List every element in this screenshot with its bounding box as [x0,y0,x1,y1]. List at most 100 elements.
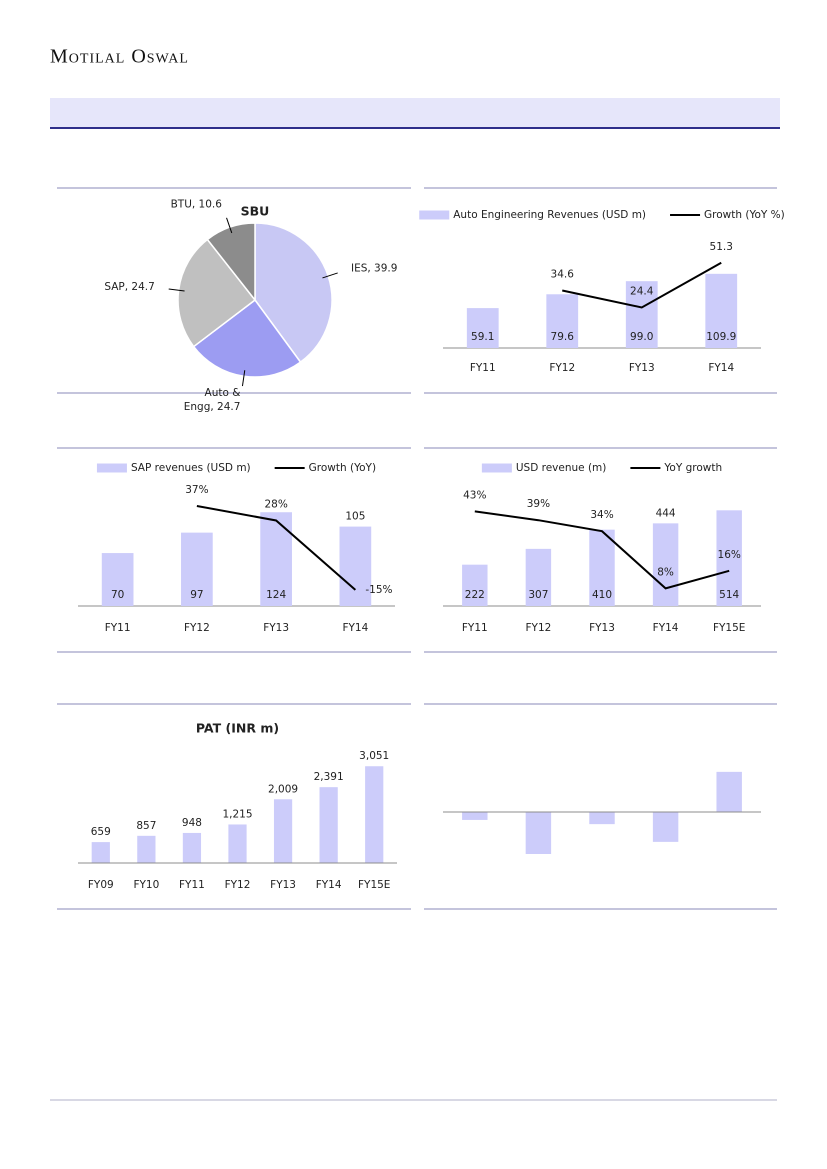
bar [652,523,679,606]
bar-value-label: 97 [190,589,203,601]
bar-value-label: 659 [91,826,111,838]
bar [625,281,658,348]
bar-value-label: 514 [719,589,739,601]
line-value-label: 37% [185,484,208,496]
legend-label: Growth (YoY %) [704,209,785,221]
chart-title: PAT (INR m) [196,721,279,736]
legend-label: Auto Engineering Revenues (USD m) [453,209,646,221]
x-tick-label: FY09 [88,879,114,891]
leader-line [226,217,233,234]
x-tick-label: FY14 [316,879,342,891]
bar-value-label: 105 [345,511,365,523]
bar [716,771,742,812]
brand: Motilal Oswal [50,46,189,68]
x-tick-label: FY13 [589,622,615,634]
line [474,510,730,590]
bar [365,766,384,863]
legend-label: USD revenue (m) [516,462,607,474]
bar-value-label: 222 [465,589,485,601]
bar-value-label: 79.6 [551,331,575,343]
bar [182,832,202,863]
line-value-label: 28% [264,498,287,510]
x-tick-label: FY11 [179,879,205,891]
bar-value-label: 948 [182,817,202,829]
pie-label: Auto & Engg, 24.7 [184,387,241,413]
legend-swatch [96,463,127,473]
bar [228,824,247,863]
bar [137,835,156,863]
bar-value-label: 410 [592,589,612,601]
legend-label: Growth (YoY) [309,462,376,474]
bar [589,529,615,606]
x-tick-label: FY11 [462,622,488,634]
pie-label: SAP, 24.7 [104,281,154,293]
bar [339,526,372,606]
line-value-label: 24.4 [630,285,654,297]
bar [319,787,338,863]
bar-value-label: 1,215 [222,808,252,820]
bar-value-label: 99.0 [630,331,653,343]
bar-value-label: 109.9 [706,331,736,343]
x-tick-label: FY13 [270,879,296,891]
bar [525,812,552,854]
bar [705,273,738,348]
bar-value-label: 444 [656,507,676,519]
line-value-label: 34.6 [551,269,575,281]
x-tick-label: FY14 [342,622,368,634]
bar [181,532,213,606]
x-tick-label: FY12 [225,879,251,891]
x-tick-label: FY12 [184,622,210,634]
line-value-label: 34% [590,509,613,521]
bar [546,294,579,348]
line-value-label: -15% [365,584,392,596]
bar [466,308,499,348]
x-tick-label: FY12 [525,622,551,634]
x-tick-label: FY13 [263,622,289,634]
x-tick-label: FY12 [549,362,575,374]
x-tick-label: FY10 [133,879,159,891]
bar-value-label: 2,391 [314,771,344,783]
bar [462,812,488,820]
pie-label: IES, 39.9 [351,263,397,275]
bar-value-label: 59.1 [471,331,494,343]
bar-value-label: 3,051 [359,750,389,762]
leader-line [168,288,185,292]
bar [652,812,679,842]
leader-line [322,272,338,279]
pie-label: BTU, 10.6 [171,199,223,211]
bar-value-label: 307 [528,589,548,601]
x-tick-label: FY15E [358,879,390,891]
leader-line [241,370,246,387]
bar [260,512,292,606]
line [196,504,357,591]
line-value-label: 51.3 [710,241,733,253]
bar [525,548,552,606]
bar-value-label: 124 [266,589,286,601]
bar [462,564,488,606]
bar-value-label: 2,009 [268,783,298,795]
bar-value-label: 857 [136,820,156,832]
line-value-label: 8% [657,566,674,578]
line [562,261,722,309]
x-tick-label: FY11 [470,362,496,374]
x-tick-label: FY14 [653,622,679,634]
chart-title: SBU [241,204,270,219]
bar [273,799,293,863]
legend-label: SAP revenues (USD m) [131,462,251,474]
bar [589,812,615,825]
bar [101,553,134,606]
legend-label: YoY growth [663,462,722,474]
line-value-label: 16% [718,549,741,561]
bar-value-label: 70 [111,589,124,601]
x-tick-label: FY14 [708,362,734,374]
legend-swatch [481,463,512,473]
legend-swatch [419,210,450,220]
line-value-label: 39% [527,498,550,510]
x-tick-label: FY15E [713,622,745,634]
bar [716,510,742,606]
line-value-label: 43% [463,489,486,501]
bar [91,842,110,863]
x-tick-label: FY13 [629,362,655,374]
x-tick-label: FY11 [105,622,131,634]
